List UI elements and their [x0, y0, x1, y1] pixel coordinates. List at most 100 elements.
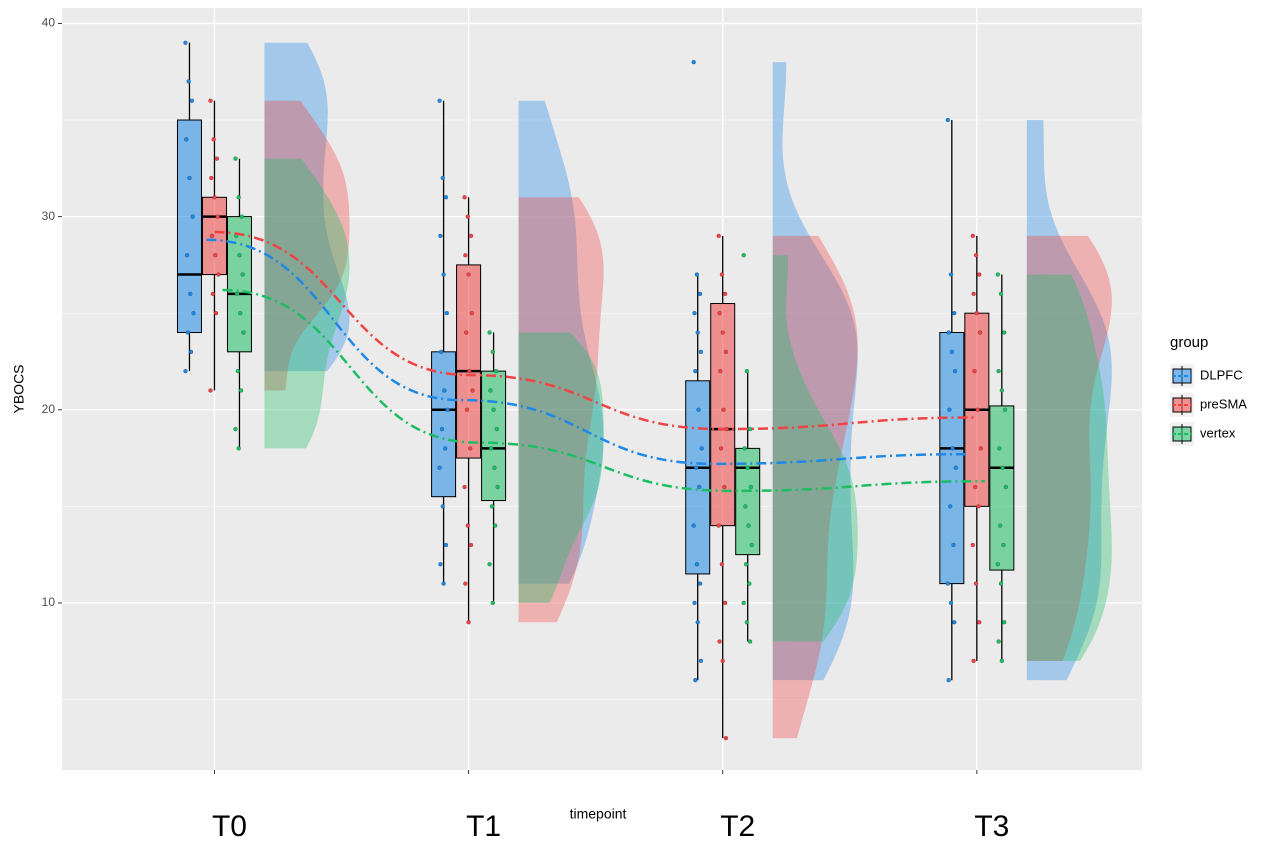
- point: [746, 523, 751, 528]
- point: [442, 446, 448, 451]
- point: [693, 465, 699, 470]
- point: [1001, 619, 1007, 625]
- point: [215, 214, 220, 219]
- point: [695, 619, 700, 625]
- point: [997, 446, 1002, 451]
- point: [973, 581, 979, 586]
- x-tick-label: T1: [466, 810, 501, 843]
- point: [209, 233, 215, 239]
- point: [239, 214, 245, 219]
- point: [440, 175, 446, 181]
- density: [518, 332, 604, 603]
- point: [236, 195, 241, 200]
- point: [747, 639, 753, 644]
- point: [697, 291, 703, 297]
- point: [744, 368, 750, 374]
- point: [946, 677, 951, 683]
- box: [456, 264, 482, 459]
- point: [946, 330, 951, 335]
- marks: [176, 40, 1112, 741]
- point: [183, 368, 188, 374]
- point: [462, 484, 467, 490]
- point: [438, 349, 444, 355]
- point: [996, 639, 1001, 644]
- point: [718, 368, 723, 374]
- point: [720, 658, 725, 664]
- point: [235, 368, 241, 374]
- point: [238, 388, 244, 393]
- point: [468, 542, 474, 548]
- point: [234, 291, 240, 297]
- box: [939, 332, 965, 585]
- point: [948, 600, 954, 606]
- point: [465, 523, 471, 528]
- x-tick-label: T3: [974, 810, 1009, 843]
- point: [489, 504, 495, 509]
- point: [745, 465, 750, 470]
- point: [977, 330, 983, 335]
- point: [716, 523, 721, 528]
- point: [743, 504, 748, 509]
- point: [976, 272, 982, 277]
- point: [438, 562, 443, 567]
- point: [972, 484, 978, 490]
- point: [698, 658, 704, 664]
- legend-label: vertex: [1200, 425, 1236, 440]
- point: [468, 233, 474, 239]
- point: [470, 388, 475, 393]
- point: [741, 600, 746, 606]
- point: [692, 600, 697, 606]
- point: [492, 465, 497, 470]
- point: [237, 252, 242, 258]
- point: [495, 484, 500, 490]
- point: [719, 562, 725, 567]
- point: [188, 291, 193, 297]
- point: [233, 426, 238, 432]
- point: [186, 79, 191, 84]
- point: [437, 98, 442, 103]
- point: [492, 523, 498, 528]
- point: [997, 523, 1003, 528]
- point: [970, 542, 976, 548]
- point: [996, 368, 1001, 374]
- point: [1003, 484, 1009, 490]
- x-tick-label: T2: [720, 810, 755, 843]
- legend-label: DLPFC: [1200, 367, 1243, 382]
- legend-title: group: [1170, 334, 1208, 351]
- density: [772, 255, 858, 642]
- point: [972, 368, 977, 374]
- box: [176, 119, 202, 334]
- density: [1026, 235, 1112, 661]
- point: [441, 581, 446, 586]
- point: [716, 233, 721, 239]
- point: [445, 407, 450, 413]
- point: [744, 619, 750, 625]
- point: [748, 484, 754, 490]
- density: [1026, 274, 1112, 661]
- point: [743, 562, 749, 567]
- density: [264, 100, 350, 391]
- point: [749, 542, 754, 548]
- point: [999, 658, 1005, 664]
- point: [976, 504, 981, 509]
- point: [238, 310, 243, 316]
- legend: DLPFC preSMA vertex: [1170, 364, 1247, 446]
- point: [1000, 465, 1005, 470]
- point: [209, 175, 214, 181]
- point: [488, 388, 493, 393]
- point: [945, 117, 951, 123]
- point: [467, 368, 472, 374]
- point: [208, 388, 213, 393]
- point: [443, 542, 449, 548]
- point: [947, 407, 952, 413]
- point: [722, 484, 727, 490]
- point: [717, 310, 722, 316]
- point: [975, 407, 980, 413]
- point: [444, 310, 450, 316]
- density: [518, 100, 604, 584]
- point: [189, 98, 195, 103]
- point: [952, 368, 958, 374]
- point: [463, 330, 469, 335]
- point: [971, 291, 976, 297]
